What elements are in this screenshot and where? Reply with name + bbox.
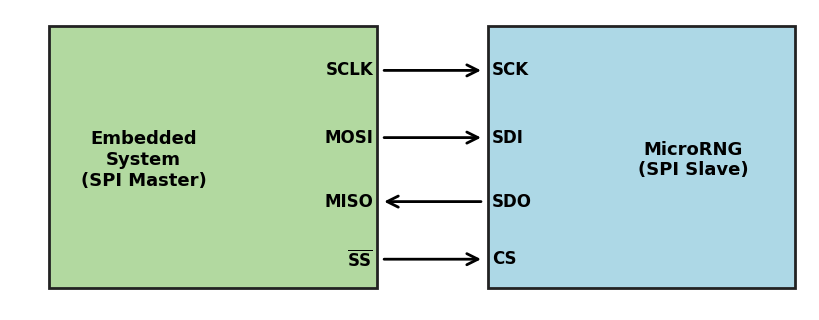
- Text: MicroRNG
(SPI Slave): MicroRNG (SPI Slave): [637, 140, 747, 180]
- Text: MOSI: MOSI: [324, 129, 373, 147]
- Bar: [487, 26, 794, 288]
- Text: SCLK: SCLK: [325, 61, 373, 79]
- Text: SCK: SCK: [491, 61, 528, 79]
- Text: Embedded
System
(SPI Master): Embedded System (SPI Master): [80, 130, 206, 190]
- Text: MISO: MISO: [324, 193, 373, 211]
- Bar: [49, 26, 377, 288]
- Text: CS: CS: [491, 250, 516, 268]
- Text: $\overline{\mathbf{SS}}$: $\overline{\mathbf{SS}}$: [346, 249, 373, 270]
- Text: SDI: SDI: [491, 129, 523, 147]
- Text: SDO: SDO: [491, 193, 532, 211]
